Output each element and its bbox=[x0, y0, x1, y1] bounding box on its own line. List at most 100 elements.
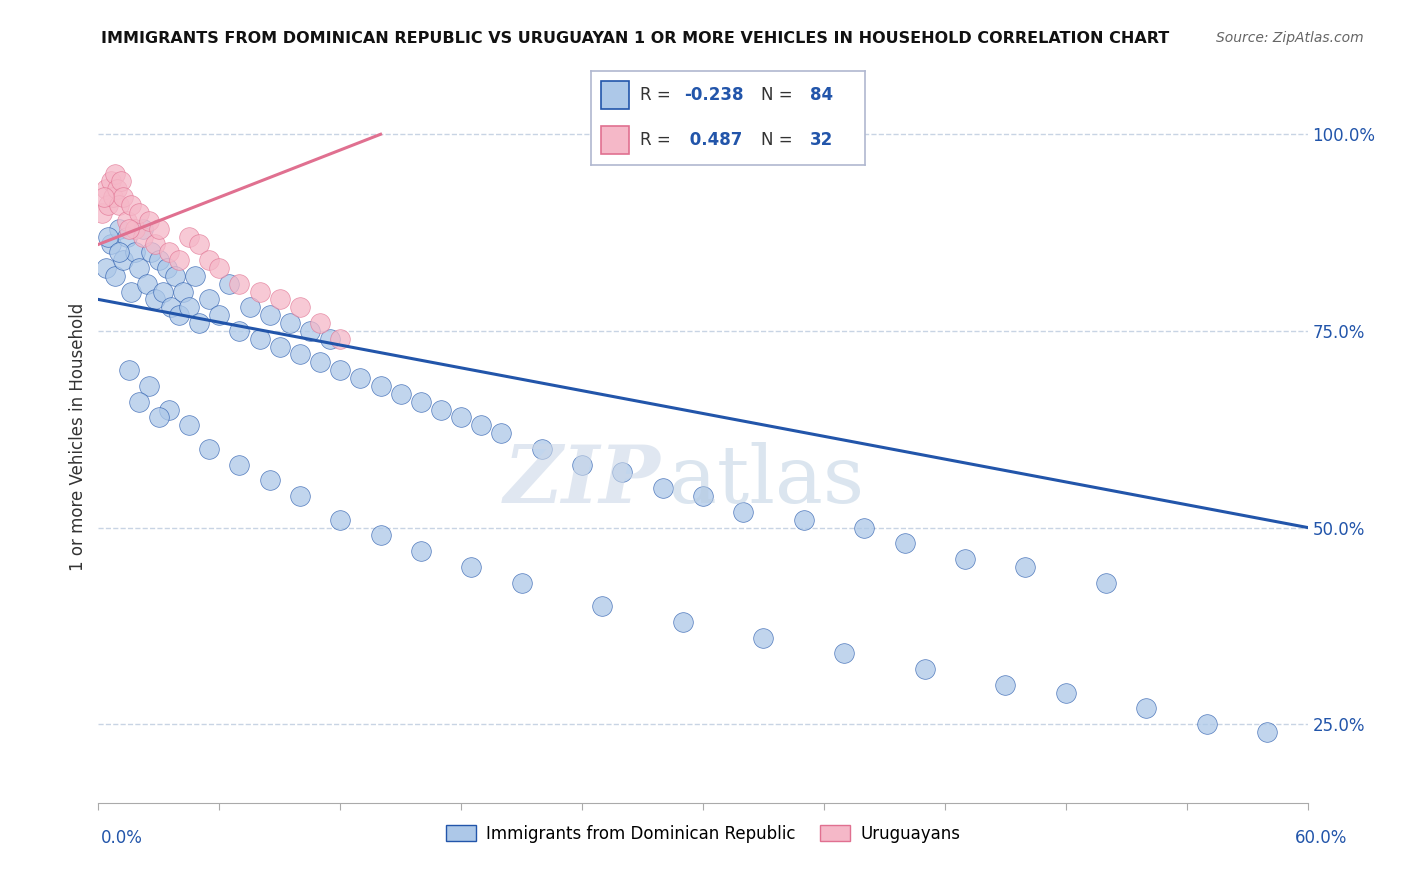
Point bbox=[103, 268, 125, 283]
Text: N =: N = bbox=[761, 86, 797, 103]
Point bbox=[138, 214, 160, 228]
Point bbox=[148, 221, 170, 235]
Point bbox=[249, 332, 271, 346]
Point bbox=[672, 615, 695, 629]
Point bbox=[259, 473, 281, 487]
Text: 0.0%: 0.0% bbox=[101, 829, 143, 847]
Point bbox=[470, 418, 492, 433]
Point bbox=[953, 552, 976, 566]
Point bbox=[128, 394, 150, 409]
Point bbox=[208, 308, 231, 322]
Point bbox=[299, 324, 322, 338]
Point bbox=[994, 678, 1017, 692]
Point bbox=[460, 559, 482, 574]
Point bbox=[120, 285, 142, 299]
Point bbox=[370, 528, 392, 542]
Point bbox=[167, 308, 190, 322]
Point bbox=[733, 505, 755, 519]
Point bbox=[96, 260, 118, 275]
Point bbox=[1054, 686, 1077, 700]
Point bbox=[288, 347, 311, 361]
Point bbox=[115, 229, 138, 244]
Text: R =: R = bbox=[640, 86, 676, 103]
Point bbox=[1195, 717, 1218, 731]
Point bbox=[157, 245, 180, 260]
Point bbox=[198, 442, 221, 456]
Point bbox=[132, 221, 155, 235]
Point bbox=[148, 410, 170, 425]
Point bbox=[103, 167, 125, 181]
Point bbox=[329, 332, 352, 346]
Point bbox=[510, 575, 533, 590]
Point bbox=[228, 458, 250, 472]
Point bbox=[409, 544, 432, 558]
Point bbox=[409, 394, 432, 409]
Point bbox=[118, 221, 141, 235]
Text: R =: R = bbox=[640, 131, 676, 149]
Text: ZIP: ZIP bbox=[503, 442, 661, 520]
Text: 32: 32 bbox=[810, 131, 834, 149]
Point bbox=[832, 646, 855, 660]
Point bbox=[309, 355, 332, 369]
Point bbox=[278, 316, 301, 330]
Y-axis label: 1 or more Vehicles in Household: 1 or more Vehicles in Household bbox=[69, 303, 87, 571]
Point bbox=[115, 214, 138, 228]
Point bbox=[288, 301, 311, 315]
Point bbox=[1014, 559, 1036, 574]
Point bbox=[138, 379, 160, 393]
Point bbox=[752, 631, 775, 645]
Point bbox=[591, 599, 613, 614]
Text: -0.238: -0.238 bbox=[683, 86, 744, 103]
Point bbox=[692, 489, 714, 503]
Point bbox=[128, 206, 150, 220]
Point bbox=[143, 293, 166, 307]
Point bbox=[107, 198, 129, 212]
Point bbox=[1095, 575, 1118, 590]
Point bbox=[288, 489, 311, 503]
Point bbox=[184, 268, 207, 283]
Point bbox=[97, 229, 120, 244]
Point bbox=[118, 363, 141, 377]
Point bbox=[128, 260, 150, 275]
Point bbox=[319, 332, 342, 346]
Point bbox=[329, 513, 352, 527]
Point bbox=[228, 277, 250, 291]
Point bbox=[793, 513, 815, 527]
Point bbox=[179, 301, 201, 315]
Point bbox=[172, 285, 194, 299]
Point bbox=[239, 301, 262, 315]
Point bbox=[198, 293, 221, 307]
Point bbox=[228, 324, 250, 338]
Text: N =: N = bbox=[761, 131, 797, 149]
Point bbox=[1135, 701, 1157, 715]
Point bbox=[269, 293, 291, 307]
Point bbox=[132, 229, 155, 244]
Point bbox=[143, 237, 166, 252]
Point bbox=[259, 308, 281, 322]
Point bbox=[110, 174, 132, 188]
Point bbox=[914, 662, 936, 676]
Point bbox=[100, 237, 122, 252]
Point bbox=[188, 237, 211, 252]
Point bbox=[208, 260, 231, 275]
Legend: Immigrants from Dominican Republic, Uruguayans: Immigrants from Dominican Republic, Urug… bbox=[439, 818, 967, 849]
Point bbox=[612, 466, 634, 480]
Point bbox=[93, 190, 115, 204]
Point bbox=[370, 379, 392, 393]
Point bbox=[530, 442, 553, 456]
Point bbox=[651, 481, 673, 495]
Point bbox=[124, 221, 146, 235]
Point bbox=[135, 277, 157, 291]
Point bbox=[249, 285, 271, 299]
Point bbox=[107, 245, 129, 260]
Text: 84: 84 bbox=[810, 86, 832, 103]
Point bbox=[491, 426, 513, 441]
Point bbox=[218, 277, 240, 291]
Point bbox=[111, 190, 134, 204]
Point bbox=[179, 229, 201, 244]
Point bbox=[893, 536, 915, 550]
Point bbox=[1256, 725, 1278, 739]
Point bbox=[349, 371, 371, 385]
Point bbox=[450, 410, 472, 425]
Point bbox=[329, 363, 352, 377]
